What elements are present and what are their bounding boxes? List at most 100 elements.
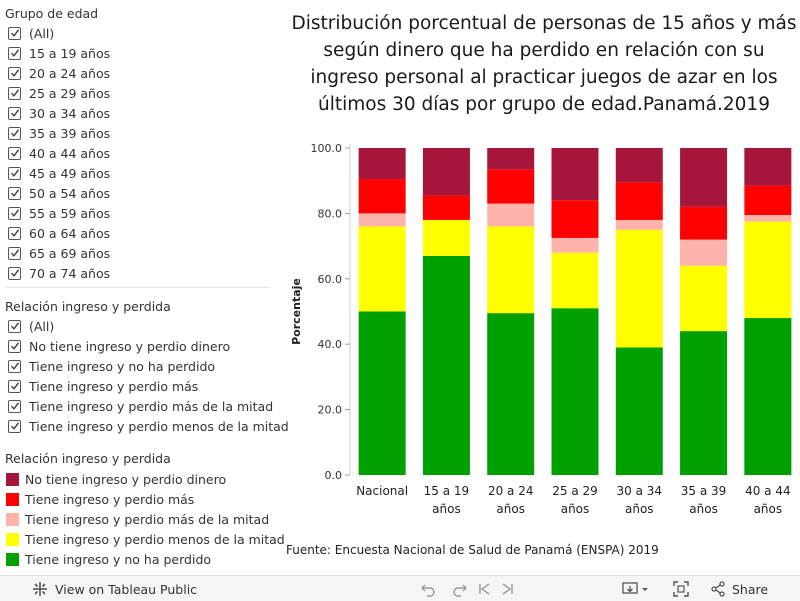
bar-segment: [358, 213, 406, 227]
checkbox-checked-icon[interactable]: [8, 359, 21, 373]
share-label: Share: [732, 581, 769, 597]
checkbox-checked-icon[interactable]: [8, 146, 21, 160]
relation-filter-option[interactable]: Tiene ingreso y perdio más: [8, 376, 198, 396]
y-tick-label: 80.0: [318, 207, 343, 220]
age-filter-option[interactable]: 25 a 29 años: [8, 83, 110, 103]
x-tick-label: años: [432, 502, 461, 516]
forward-icon[interactable]: [500, 579, 516, 599]
bar-segment: [422, 255, 470, 475]
undo-icon[interactable]: [420, 579, 436, 599]
fullscreen-icon[interactable]: [673, 579, 689, 599]
checkbox-checked-icon[interactable]: [8, 339, 21, 353]
checkbox-checked-icon[interactable]: [8, 246, 21, 260]
relation-filter-option[interactable]: Tiene ingreso y no ha perdido: [8, 356, 215, 376]
age-filter-option-label: 30 a 34 años: [29, 105, 111, 121]
relation-filter-option[interactable]: Tiene ingreso y perdio más de la mitad: [8, 396, 273, 416]
download-icon[interactable]: [622, 579, 650, 599]
checkbox-checked-icon[interactable]: [8, 186, 21, 200]
x-tick-label: 30 a 34: [617, 484, 663, 498]
age-filter-option[interactable]: 60 a 64 años: [8, 223, 110, 243]
bar-segment: [551, 237, 599, 253]
legend-label: No tiene ingreso y perdio dinero: [25, 471, 227, 487]
divider: [5, 287, 270, 288]
bar-segment: [615, 229, 663, 348]
bar-segment: [551, 148, 599, 201]
x-tick-label: 35 a 39: [681, 484, 727, 498]
checkbox-checked-icon[interactable]: [8, 399, 21, 413]
x-tick-label: años: [625, 502, 654, 516]
bar-segment: [680, 206, 728, 240]
x-tick-label: 25 a 29: [552, 484, 598, 498]
checkbox-checked-icon[interactable]: [8, 379, 21, 393]
age-filter-option-label: 60 a 64 años: [29, 225, 111, 241]
checkbox-checked-icon[interactable]: [8, 166, 21, 180]
bar-segment: [744, 185, 792, 216]
bar-segment: [615, 219, 663, 230]
relation-filter-option-label: Tiene ingreso y no ha perdido: [29, 358, 216, 374]
checkbox-checked-icon[interactable]: [8, 206, 21, 220]
checkbox-checked-icon[interactable]: [8, 46, 21, 60]
checkbox-checked-icon[interactable]: [8, 319, 21, 333]
checkbox-checked-icon[interactable]: [8, 419, 21, 433]
source-note: Fuente: Encuesta Nacional de Salud de Pa…: [286, 543, 659, 557]
checkbox-checked-icon[interactable]: [8, 106, 21, 120]
bar-segment: [551, 200, 599, 238]
age-filter-option[interactable]: 35 a 39 años: [8, 123, 110, 143]
age-filter-list[interactable]: (All) 15 a 19 años 20 a 24 años 25 a 29 año…: [0, 23, 275, 285]
relation-filter-option[interactable]: (All): [8, 316, 54, 336]
checkbox-checked-icon[interactable]: [8, 126, 21, 140]
legend-label: Tiene ingreso y perdio menos de la mitad: [25, 531, 285, 547]
y-tick-label: 60.0: [318, 273, 343, 286]
checkbox-checked-icon[interactable]: [8, 226, 21, 240]
age-filter-option-label: 45 a 49 años: [29, 165, 111, 181]
x-tick-label: 15 a 19: [424, 484, 470, 498]
age-filter-option[interactable]: 30 a 34 años: [8, 103, 110, 123]
age-filter-option[interactable]: 15 a 19 años: [8, 43, 110, 63]
legend-swatch: [6, 532, 19, 546]
redo-icon[interactable]: [452, 579, 468, 599]
legend-item[interactable]: Tiene ingreso y perdio más: [6, 489, 194, 509]
chart-title-line: últimos 30 días por grupo de edad.Panamá…: [318, 94, 770, 115]
legend-item[interactable]: Tiene ingreso y perdio más de la mitad: [6, 509, 269, 529]
legend-item[interactable]: Tiene ingreso y perdio menos de la mitad: [6, 529, 285, 549]
revert-icon[interactable]: [476, 579, 492, 599]
age-filter-option-label: 40 a 44 años: [29, 145, 111, 161]
share-button[interactable]: Share: [710, 579, 768, 599]
bar-segment: [680, 265, 728, 332]
legend-item[interactable]: No tiene ingreso y perdio dinero: [6, 469, 226, 489]
age-filter-option[interactable]: 70 a 74 años: [8, 263, 110, 283]
stacked-bar-chart: Porcentaje 0.0 20.0 40.0 60.0 80.0 100.0 Nacion…: [290, 142, 792, 516]
share-icon: [711, 581, 725, 597]
age-filter-option[interactable]: 45 a 49 años: [8, 163, 110, 183]
checkbox-checked-icon[interactable]: [8, 26, 21, 40]
relation-filter-option-label: Tiene ingreso y perdio menos de la mitad: [29, 418, 289, 434]
relation-filter-option-label: Tiene ingreso y perdio más: [29, 378, 199, 394]
age-filter-option[interactable]: 65 a 69 años: [8, 243, 110, 263]
bar-segment: [358, 226, 406, 312]
checkbox-checked-icon[interactable]: [8, 86, 21, 100]
relation-filter-option[interactable]: Tiene ingreso y perdio menos de la mitad: [8, 416, 289, 436]
age-filter-option[interactable]: 20 a 24 años: [8, 63, 110, 83]
age-filter-option-label: 35 a 39 años: [29, 125, 111, 141]
legend-item[interactable]: Tiene ingreso y no ha perdido: [6, 549, 211, 569]
bar-segment: [487, 226, 535, 314]
age-filter-option[interactable]: 40 a 44 años: [8, 143, 110, 163]
x-tick-label: años: [496, 502, 525, 516]
checkbox-checked-icon[interactable]: [8, 66, 21, 80]
bar-segment: [487, 169, 535, 204]
x-tick-label: Nacional: [356, 484, 408, 498]
checkbox-checked-icon[interactable]: [8, 266, 21, 280]
age-filter-option-label: 20 a 24 años: [29, 65, 111, 81]
y-tick-label: 100.0: [311, 142, 343, 155]
bar-segment: [358, 179, 406, 214]
relation-filter-option[interactable]: No tiene ingreso y perdio dinero: [8, 336, 230, 356]
bar-segment: [422, 219, 470, 256]
age-filter-option[interactable]: 50 a 54 años: [8, 183, 110, 203]
view-on-tableau-label: View on Tableau Public: [55, 581, 198, 597]
legend-swatch: [6, 552, 19, 566]
age-filter-option[interactable]: 55 a 59 años: [8, 203, 110, 223]
view-on-tableau-button[interactable]: View on Tableau Public: [32, 579, 197, 599]
relation-filter-option-label: No tiene ingreso y perdio dinero: [29, 338, 231, 354]
age-filter-option[interactable]: (All): [8, 23, 54, 43]
relation-filter-option-label: Tiene ingreso y perdio más de la mitad: [29, 398, 274, 414]
